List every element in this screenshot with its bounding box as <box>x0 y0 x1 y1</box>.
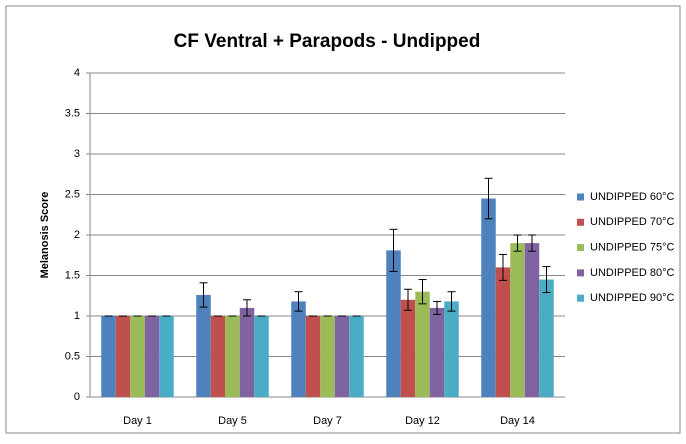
legend-swatch <box>577 269 584 277</box>
bar <box>444 301 459 397</box>
x-tick-label: Day 1 <box>123 415 152 427</box>
y-tick-label: 2.5 <box>65 188 80 200</box>
y-tick-label: 0 <box>74 391 80 403</box>
y-tick-label: 0.5 <box>65 350 80 362</box>
legend-label: UNDIPPED 80°C <box>590 267 675 279</box>
y-tick-label: 4 <box>74 67 80 79</box>
y-tick-label: 3.5 <box>65 107 80 119</box>
bar <box>524 243 540 397</box>
legend-label: UNDIPPED 60°C <box>590 191 675 203</box>
legend-label: UNDIPPED 70°C <box>590 216 675 228</box>
x-tick-label: Day 5 <box>218 415 247 427</box>
bar <box>115 316 131 397</box>
legend-swatch <box>577 294 584 302</box>
bar <box>210 316 226 397</box>
bar <box>415 291 430 397</box>
bar <box>305 316 321 397</box>
bar <box>495 267 511 397</box>
y-tick-label: 3 <box>74 148 80 160</box>
bar <box>349 316 364 397</box>
bar <box>334 316 350 397</box>
chart-title: CF Ventral + Parapods - Undipped <box>174 31 481 52</box>
bar <box>481 198 496 397</box>
bar <box>539 279 554 397</box>
bar <box>291 301 306 397</box>
y-tick-label: 2 <box>74 229 80 241</box>
x-tick-label: Day 7 <box>313 415 342 427</box>
legend-swatch <box>577 218 584 226</box>
bar <box>239 307 255 397</box>
legend-swatch <box>577 193 584 201</box>
bar <box>320 316 335 397</box>
x-tick-label: Day 12 <box>405 415 440 427</box>
y-tick-label: 1 <box>74 310 80 322</box>
bar <box>196 294 211 397</box>
bar <box>400 299 416 397</box>
bar <box>101 316 116 397</box>
bar <box>130 316 145 397</box>
y-tick-label: 1.5 <box>65 269 80 281</box>
bar <box>510 243 525 397</box>
bar <box>225 316 240 397</box>
y-axis-label: Melanosis Score <box>39 192 51 279</box>
bar <box>386 250 401 397</box>
legend-label: UNDIPPED 75°C <box>590 242 675 254</box>
bar <box>429 307 445 397</box>
bar <box>144 316 160 397</box>
legend-label: UNDIPPED 90°C <box>590 292 675 304</box>
bar <box>254 316 269 397</box>
x-tick-label: Day 14 <box>500 415 535 427</box>
legend-swatch <box>577 244 584 252</box>
bar <box>159 316 174 397</box>
